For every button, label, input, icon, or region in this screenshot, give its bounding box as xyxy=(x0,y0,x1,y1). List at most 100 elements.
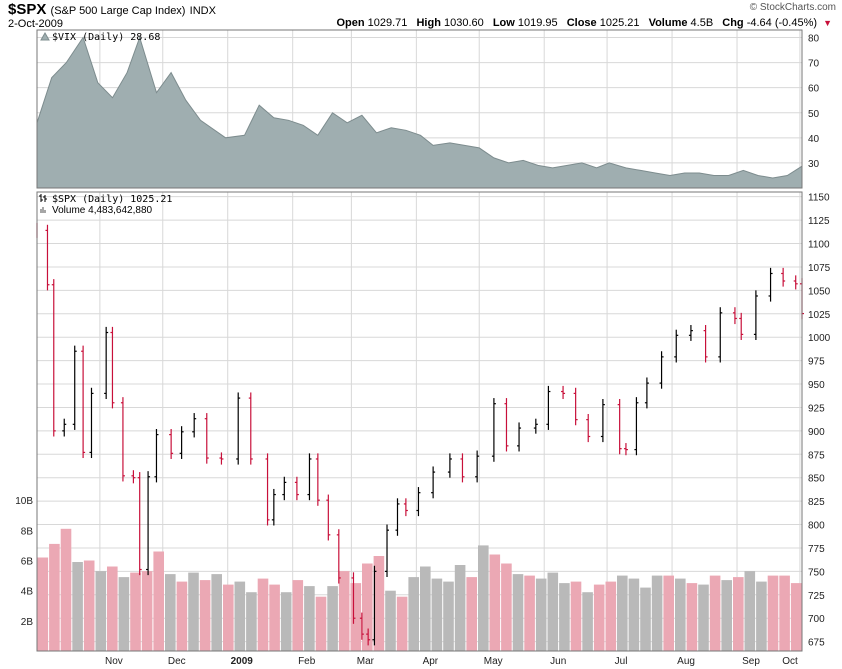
x-tick-label: May xyxy=(484,656,503,667)
symbol-description: (S&P 500 Large Cap Index) xyxy=(50,5,186,17)
ohlc-readout: Open 1029.71 High 1030.60 Low 1019.95 Cl… xyxy=(330,17,832,29)
volume-tick-label: 6B xyxy=(21,557,34,568)
x-tick-label: 2009 xyxy=(231,656,254,667)
volume-bar xyxy=(408,577,419,651)
volume-bar xyxy=(756,581,767,651)
x-tick-label: Nov xyxy=(105,656,123,667)
spx-tick-label: 875 xyxy=(808,450,825,461)
open-label: Open xyxy=(336,17,365,29)
volume-tick-label: 4B xyxy=(21,587,34,598)
chart-date: 2-Oct-2009 xyxy=(8,18,64,30)
volume-bar xyxy=(663,575,674,651)
vix-area xyxy=(36,35,803,189)
spx-tick-label: 1050 xyxy=(808,286,831,297)
spx-tick-label: 950 xyxy=(808,380,825,391)
volume-bar xyxy=(72,562,83,651)
down-triangle-icon: ▼ xyxy=(823,18,832,28)
volume-bar xyxy=(478,545,489,651)
volume-bar xyxy=(489,554,501,651)
chg-label: Chg xyxy=(722,17,744,29)
vix-tick-label: 60 xyxy=(808,84,820,95)
spx-tick-label: 675 xyxy=(808,638,825,649)
symbol-title: $SPX (S&P 500 Large Cap Index) INDX xyxy=(8,1,216,18)
spx-tick-label: 700 xyxy=(808,614,825,625)
volume-bar xyxy=(767,575,779,651)
volume-tick-label: 8B xyxy=(21,526,34,537)
volume-bar xyxy=(651,575,663,651)
high-value: 1030.60 xyxy=(443,17,484,29)
vix-area-path xyxy=(36,35,803,189)
x-tick-label: Sep xyxy=(742,656,760,667)
volume-bar xyxy=(338,571,350,651)
volume-bar xyxy=(269,584,280,651)
volume-bar xyxy=(37,557,49,651)
volume-bar xyxy=(570,581,582,651)
volume-bar xyxy=(373,556,385,651)
x-tick-label: Oct xyxy=(782,656,798,667)
high-label: High xyxy=(416,17,441,29)
spx-tick-label: 775 xyxy=(808,544,825,555)
spx-tick-label: 975 xyxy=(808,357,825,368)
volume-bar xyxy=(721,580,732,651)
area-swatch-icon xyxy=(40,31,50,41)
volume-bar xyxy=(95,571,107,651)
volume-bar xyxy=(628,578,640,651)
volume-label: Volume xyxy=(648,17,688,29)
ohlc-bar-icon xyxy=(39,194,47,202)
volume-tick-label: 10B xyxy=(15,496,33,507)
vix-tick-label: 30 xyxy=(808,159,820,170)
x-axis: Nov Dec 2009 Feb Mar Apr May Jun Jul Aug Sep Oct xyxy=(105,656,798,667)
spx-tick-label: 1100 xyxy=(808,240,830,251)
volume-bar xyxy=(593,584,605,651)
volume-bar xyxy=(211,574,222,651)
exchange: INDX xyxy=(189,5,216,17)
volume-bar xyxy=(431,578,443,651)
spx-tick-label: 850 xyxy=(808,474,825,485)
volume-value: 4.5B xyxy=(690,17,714,29)
volume-bar xyxy=(501,563,512,651)
volume-bar xyxy=(83,560,95,651)
volume-tick-label: 2B xyxy=(21,617,34,628)
volume-y-axis: 2B 4B 6B 8B 10B xyxy=(15,496,33,628)
volume-bar xyxy=(698,584,709,651)
volume-bar xyxy=(617,575,628,651)
x-tick-label: Jul xyxy=(615,656,628,667)
x-tick-label: Jun xyxy=(550,656,566,667)
volume-bar xyxy=(559,583,570,651)
volume-bar xyxy=(512,574,524,651)
volume-bar xyxy=(790,583,802,651)
volume-bar xyxy=(385,590,396,651)
volume-bar xyxy=(744,571,756,651)
volume-bar xyxy=(315,596,327,651)
x-tick-label: Apr xyxy=(423,656,439,667)
volume-bar xyxy=(420,566,431,651)
vix-legend-text: $VIX (Daily) 28.68 xyxy=(52,32,160,43)
brand-credit[interactable]: © StockCharts.com xyxy=(749,2,836,13)
volume-bar xyxy=(118,577,130,651)
volume-bar xyxy=(640,587,651,651)
spx-tick-label: 1125 xyxy=(808,216,830,227)
volume-bar xyxy=(327,586,338,651)
volume-bar xyxy=(709,575,721,651)
spx-tick-label: 725 xyxy=(808,591,825,602)
volume-bar xyxy=(454,565,466,651)
spx-tick-label: 1150 xyxy=(808,193,830,204)
spx-legend-text: $SPX (Daily) 1025.21 xyxy=(52,194,172,205)
spx-tick-label: 900 xyxy=(808,427,825,438)
spx-tick-label: 1000 xyxy=(808,333,831,344)
spx-tick-label: 800 xyxy=(808,521,825,532)
volume-legend-text: Volume 4,483,642,880 xyxy=(52,205,153,216)
vix-tick-label: 70 xyxy=(808,59,820,70)
volume-bar xyxy=(524,575,535,651)
volume-bar xyxy=(396,596,408,651)
spx-tick-label: 925 xyxy=(808,403,825,414)
low-value: 1019.95 xyxy=(517,17,558,29)
spx-grid xyxy=(37,192,802,651)
spx-tick-label: 1075 xyxy=(808,263,831,274)
spx-y-axis: 675 700 725 750 775 800 825 850 875 900 925 950 975 1… xyxy=(808,193,831,649)
volume-bar xyxy=(350,583,362,651)
volume-bar xyxy=(234,581,246,651)
vix-panel-frame xyxy=(36,29,803,189)
volume-bar xyxy=(199,580,211,651)
